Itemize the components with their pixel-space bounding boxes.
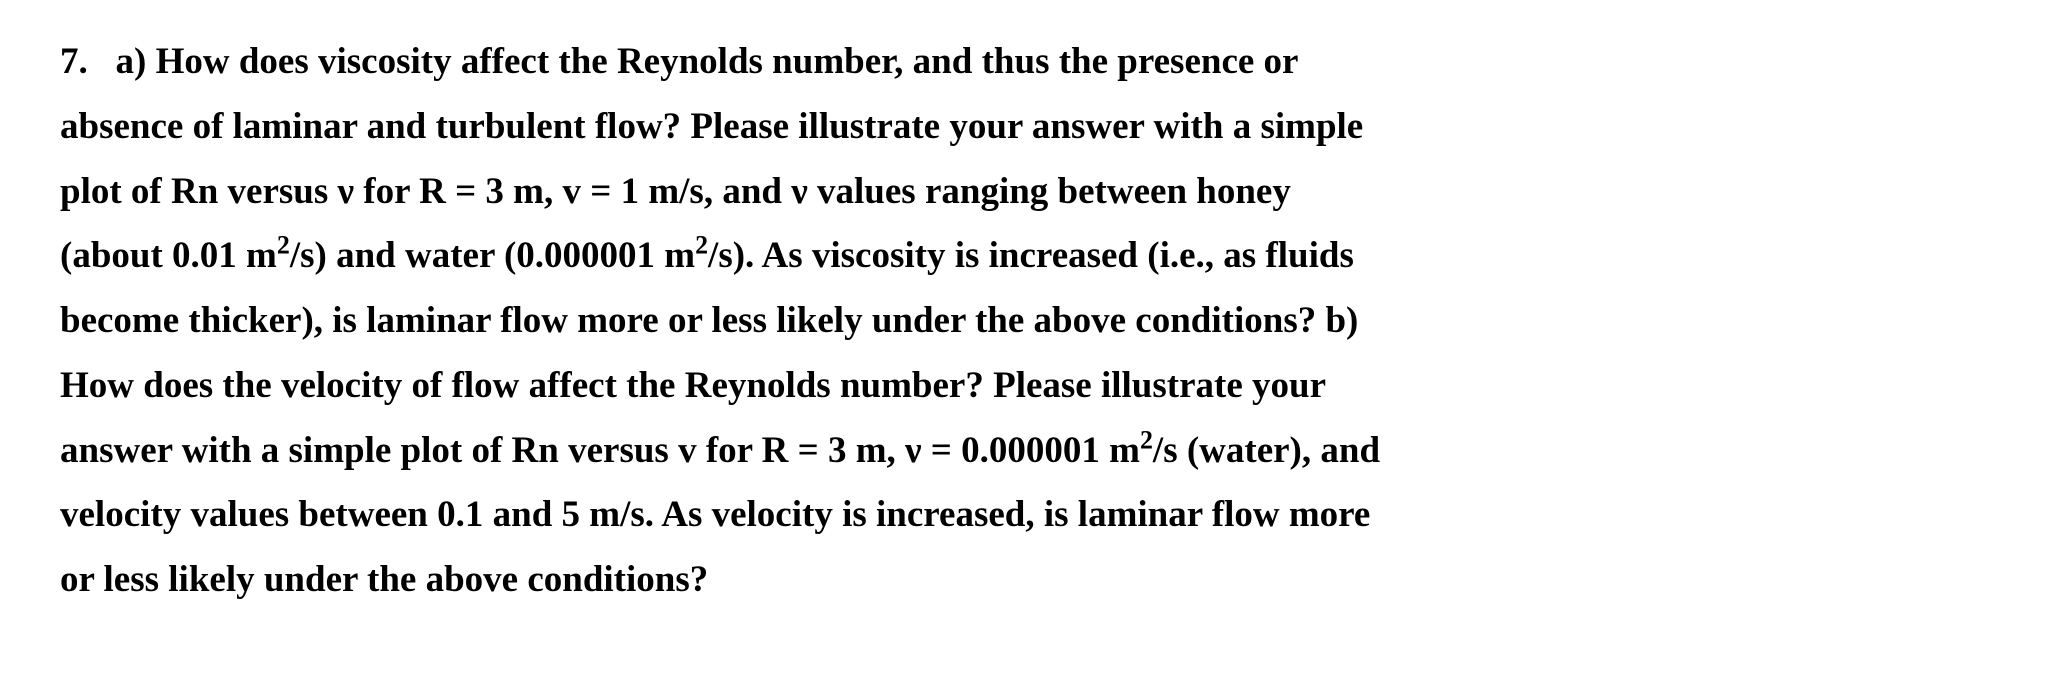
question-7-block: 7. a) How does viscosity affect the Reyn… — [60, 30, 1986, 613]
question-line-1: 7. a) How does viscosity affect the Reyn… — [60, 30, 1986, 95]
superscript-3: 2 — [1140, 425, 1153, 454]
question-line-6: How does the velocity of flow affect the… — [60, 354, 1986, 419]
question-line-4: (about 0.01 m2/s) and water (0.000001 m2… — [60, 224, 1986, 289]
superscript-2: 2 — [695, 231, 708, 260]
question-line-8: velocity values between 0.1 and 5 m/s. A… — [60, 483, 1986, 548]
question-line-2: absence of laminar and turbulent flow? P… — [60, 95, 1986, 160]
question-number: 7. — [60, 41, 88, 82]
superscript-1: 2 — [277, 231, 290, 260]
text-segment-7a: answer with a simple plot of Rn versus v… — [60, 430, 1140, 471]
text-segment-4a: (about 0.01 m — [60, 235, 277, 276]
question-line-3: plot of Rn versus ν for R = 3 m, v = 1 m… — [60, 160, 1986, 225]
text-segment-4b: /s) and water (0.000001 m — [290, 235, 695, 276]
text-segment-1: How does viscosity affect the Reynolds n… — [156, 41, 1299, 82]
text-segment-7b: /s (water), and — [1153, 430, 1380, 471]
question-line-5: become thicker), is laminar flow more or… — [60, 289, 1986, 354]
text-segment-4c: /s). As viscosity is increased (i.e., as… — [708, 235, 1354, 276]
part-a-label: a) — [116, 41, 147, 82]
question-line-9: or less likely under the above condition… — [60, 548, 1986, 613]
question-line-7: answer with a simple plot of Rn versus v… — [60, 419, 1986, 484]
